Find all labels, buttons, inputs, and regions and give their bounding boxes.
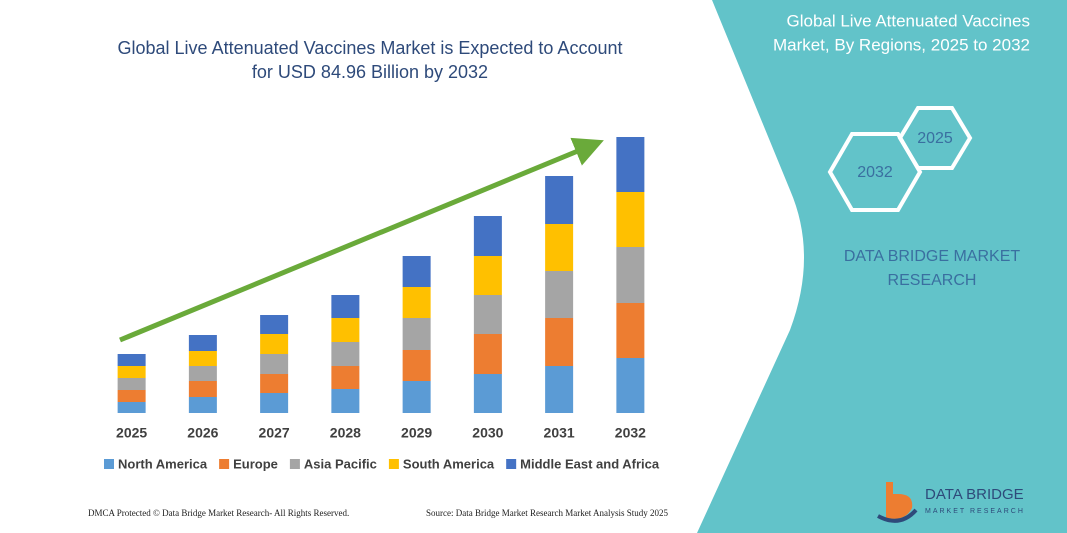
bar-segment [188,397,217,413]
legend-label: Europe [233,456,278,471]
bar-segment [331,318,360,342]
logo: DATA BRIDGE MARKET RESEARCH [877,482,1025,523]
logo-mark [877,508,918,523]
x-tick-label: 2027 [259,425,290,441]
bar-segment [616,247,645,303]
legend-label: Middle East and Africa [520,456,660,471]
bar-segment [188,381,217,397]
bar-segment [545,224,574,271]
legend-swatch [506,459,517,469]
brand-text: RESEARCH [888,272,977,289]
legend-label: Asia Pacific [304,456,377,471]
x-tick-label: 2028 [330,425,361,441]
bar-segment [473,295,502,334]
chart-title: Global Live Attenuated Vaccines Market i… [118,38,623,58]
bar-segment [260,334,289,354]
hexagon-label: 2025 [917,130,953,147]
bar-segment [473,334,502,374]
legend-swatch [104,459,114,469]
logo-tagline: MARKET RESEARCH [925,508,1025,515]
bar-segment [188,351,217,366]
legend-swatch [219,459,230,469]
bar-segment [188,335,217,351]
bar-segment [331,389,360,413]
x-tick-label: 2032 [615,425,646,441]
bar-segment [260,374,289,393]
bar-segment [188,366,217,381]
bar-segment [545,271,574,318]
chart-title: for USD 84.96 Billion by 2032 [252,62,488,82]
bar-segment [402,350,431,381]
trend-arrow [119,137,604,343]
hexagon-label: 2032 [857,164,893,181]
bar-segment [117,402,146,413]
x-tick-label: 2025 [116,425,147,441]
panel-title: Market, By Regions, 2025 to 2032 [773,35,1030,54]
bar-segment [402,256,431,287]
bar-segment [117,390,146,402]
bar-segment [473,374,502,413]
bar-segment [616,303,645,358]
bar-segment [545,318,574,366]
bar-segment [473,256,502,295]
x-tick-label: 2029 [401,425,432,441]
brand-text: DATA BRIDGE MARKET [844,248,1021,265]
legend-swatch [388,459,399,469]
bar-segment [473,216,502,256]
bar-segment [260,393,289,413]
bar-segment [616,137,645,192]
bar-segment [402,287,431,318]
x-tick-label: 2031 [544,425,575,441]
legend-label: North America [118,456,208,471]
bar-segment [117,366,146,378]
bar-segment [545,366,574,413]
footer-right: Source: Data Bridge Market Research Mark… [426,508,668,518]
bar-segment [331,295,360,318]
side-panel [697,0,1067,533]
footer-left: DMCA Protected © Data Bridge Market Rese… [88,508,349,518]
panel-title: Global Live Attenuated Vaccines [786,11,1030,30]
bar-segment [402,318,431,350]
bar-segment [260,354,289,374]
bar-segment [117,378,146,390]
bar-segment [331,366,360,389]
legend-label: South America [403,456,495,471]
bar-segment [331,342,360,366]
bar-segment [402,381,431,413]
bar-segment [616,358,645,413]
plot: 2025 2026 2027 2028 2029 2030 2031 2032 North Am… [104,137,660,471]
hexagon [827,132,923,212]
x-tick-label: 2026 [187,425,218,441]
bar-segment [545,176,574,224]
logo-mark [886,482,913,519]
x-tick-label: 2030 [472,425,503,441]
bar-segment [260,315,289,334]
legend-swatch [289,459,300,469]
bar-segment [117,354,146,366]
bar-segment [616,192,645,247]
logo-name: DATA BRIDGE [925,486,1024,503]
